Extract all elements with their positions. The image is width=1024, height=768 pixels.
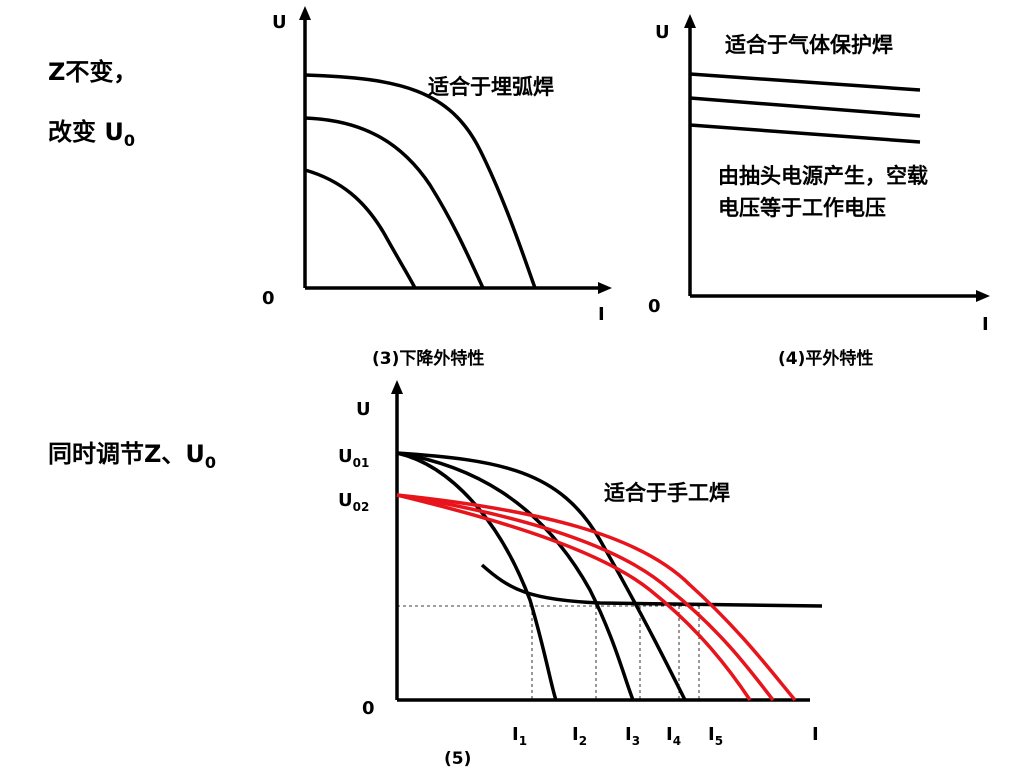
sub-label: I3 [625, 724, 640, 748]
axis-label: I [598, 304, 605, 325]
arrow [299, 6, 311, 20]
label-main: I [572, 724, 579, 745]
arrow [976, 290, 990, 302]
curve [304, 73, 537, 289]
axes [303, 18, 600, 290]
arrow [598, 282, 612, 294]
note-line: 由抽头电源产生，空载 [718, 164, 928, 188]
note: 同时调节Z、U0 [48, 440, 216, 472]
diagram-drooping: U 0 I 适合于埋弧焊 (3)下降外特性 [262, 6, 612, 369]
origin-label: 0 [648, 296, 661, 317]
arc-curve [480, 563, 823, 608]
red-curve [396, 493, 797, 702]
label-main: I [512, 724, 519, 745]
sub-label: U02 [338, 490, 369, 514]
note: 改变 U0 [48, 118, 135, 150]
curve [689, 72, 921, 144]
curve [396, 451, 687, 701]
axes [395, 392, 810, 702]
sub-label: I4 [666, 724, 681, 748]
sub-label: I2 [572, 724, 587, 748]
axis-label: I [982, 314, 989, 335]
axis-label: U [655, 22, 670, 43]
note-line: 电压等于工作电压 [718, 196, 886, 220]
red-curve [396, 493, 775, 702]
label-main: U [338, 446, 353, 467]
diagram-flat: U 0 I 适合于气体保护焊 由抽头电源产生，空载 电压等于工作电压 (4)平外… [648, 14, 990, 369]
axis-label: U [356, 399, 371, 420]
caption: (5) [444, 749, 471, 768]
annotation: 适合于埋弧焊 [428, 75, 554, 99]
label-sub: 1 [519, 734, 527, 748]
guide-lines [397, 605, 700, 700]
label-sub: 02 [353, 500, 370, 514]
label-sub: 4 [673, 734, 681, 748]
sub-label: I5 [708, 724, 723, 748]
curve [304, 116, 485, 289]
sub-label: U01 [338, 446, 369, 470]
note-sub: 0 [205, 453, 216, 472]
red-curve [396, 493, 752, 701]
curve [304, 168, 417, 289]
arrow [391, 380, 403, 394]
label-main: U [338, 490, 353, 511]
note-sub: 0 [124, 131, 135, 150]
annotation: 适合于手工焊 [604, 481, 730, 505]
caption: (3)下降外特性 [372, 348, 484, 369]
curve [396, 451, 558, 701]
sub-label: I1 [512, 724, 527, 748]
origin-label: 0 [362, 698, 375, 719]
note: Z不变， [48, 58, 137, 86]
origin-label: 0 [262, 288, 275, 309]
axes [688, 26, 978, 298]
label-main: I [666, 724, 673, 745]
label-sub: 01 [353, 456, 370, 470]
caption: (4)平外特性 [778, 348, 873, 369]
label-sub: 5 [715, 734, 723, 748]
axis-label: U [272, 12, 287, 33]
x-labels: I1 I2 I3 I4 I5 [512, 724, 723, 748]
annotation: 适合于气体保护焊 [725, 33, 893, 57]
label-main: I [708, 724, 715, 745]
label-sub: 3 [632, 734, 640, 748]
arrow [684, 14, 696, 28]
label-main: I [625, 724, 632, 745]
axis-label: I [812, 724, 819, 745]
label-sub: 2 [579, 734, 587, 748]
note-main: 同时调节Z、U [48, 440, 205, 468]
note-main: 改变 U [48, 118, 124, 146]
curve [396, 451, 635, 701]
